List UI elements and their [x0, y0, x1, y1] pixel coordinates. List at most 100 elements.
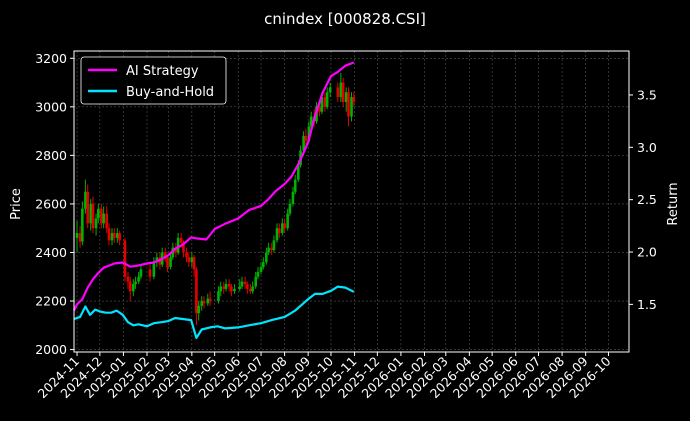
left-y-axis: 2000 2200 2400 2600 2800 3000 3200: [35, 51, 74, 357]
candle-body: [227, 284, 231, 287]
candle-body: [176, 237, 180, 253]
legend-box: [80, 56, 227, 105]
candle-body: [339, 82, 343, 98]
y-tick-label-right: 3.0: [637, 140, 657, 155]
candle-body: [254, 276, 258, 287]
y-tick-label-right: 1.5: [637, 297, 657, 312]
y-tick-label-right: 2.5: [637, 192, 657, 207]
candle-body: [270, 247, 273, 251]
legend-label-buy-and-hold: Buy-and-Hold: [126, 85, 214, 100]
candle: [97, 203, 100, 224]
candle: [291, 186, 295, 207]
candle-body: [251, 286, 254, 292]
candle: [148, 264, 152, 282]
chart-title: cnindex [000828.CSI]: [264, 10, 426, 28]
candle-body: [341, 82, 345, 102]
candle-body: [304, 135, 308, 141]
candle-body: [323, 97, 327, 107]
candle-body: [281, 223, 284, 234]
candle-body: [192, 257, 196, 270]
candle-body: [200, 301, 204, 306]
candle: [128, 276, 132, 302]
candle-body: [102, 213, 105, 224]
candle-body: [320, 97, 324, 112]
candle: [238, 279, 242, 292]
candle: [152, 257, 156, 280]
candle: [259, 262, 263, 275]
candle: [78, 225, 82, 248]
candle-body: [233, 288, 236, 292]
candle-body: [190, 257, 194, 263]
candle-body: [75, 233, 79, 238]
candle-body: [89, 203, 93, 224]
candle-body: [243, 281, 247, 285]
candle-body: [195, 269, 198, 314]
candle-body: [350, 97, 353, 117]
candle-body: [296, 165, 300, 180]
candle-body: [288, 203, 292, 214]
candle: [84, 179, 87, 214]
y-axis-label-right: Return: [666, 182, 681, 225]
candle-body: [148, 269, 152, 277]
candle-body: [256, 271, 260, 277]
candle: [206, 293, 210, 306]
candle: [286, 208, 289, 231]
candle: [176, 233, 180, 255]
candle: [275, 223, 279, 243]
candle-body: [286, 213, 289, 229]
candle-body: [224, 284, 228, 289]
candle-body: [118, 233, 121, 241]
candle: [249, 284, 252, 294]
plot-frame: [73, 50, 630, 353]
candle-body: [166, 257, 169, 268]
candle: [118, 230, 121, 246]
candle-body: [352, 97, 356, 102]
candle: [195, 267, 198, 326]
candle: [293, 174, 297, 195]
candle-body: [179, 237, 183, 243]
candle-body: [208, 298, 212, 302]
candle: [94, 213, 98, 236]
candle: [217, 286, 220, 304]
candle-body: [262, 262, 265, 268]
candle-body: [206, 298, 210, 304]
candle-body: [202, 301, 206, 304]
candle-body: [91, 203, 95, 229]
candle: [137, 271, 140, 285]
candle: [174, 242, 178, 258]
y-tick-label-left: 2400: [35, 245, 67, 260]
candle-body: [238, 286, 242, 289]
candle-body: [107, 228, 111, 241]
y-tick-label-left: 2000: [35, 342, 67, 357]
candle: [344, 87, 348, 112]
candle-body: [123, 240, 127, 277]
legend-label-ai-strategy: AI Strategy: [126, 64, 199, 79]
candle-body: [219, 286, 223, 292]
candle-body: [267, 247, 270, 253]
candle-body: [309, 116, 313, 127]
candle-body: [185, 252, 188, 258]
candle: [91, 196, 95, 234]
candle: [112, 228, 116, 243]
candle-body: [197, 305, 200, 314]
candle-body: [272, 240, 276, 251]
candle: [233, 284, 236, 294]
y-tick-label-left: 2800: [35, 148, 67, 163]
candle: [347, 87, 350, 127]
candle: [166, 254, 169, 272]
candle-body: [155, 257, 159, 263]
candle-body: [187, 257, 191, 263]
candle-body: [325, 92, 329, 107]
candle-body: [100, 208, 103, 224]
candle-body: [139, 269, 143, 277]
y-tick-label-left: 2600: [35, 196, 67, 211]
candle: [224, 279, 228, 292]
candle: [107, 223, 111, 246]
candle: [202, 296, 206, 309]
candle-body: [302, 135, 305, 151]
candle: [281, 218, 284, 236]
candle-body: [112, 233, 116, 238]
candle: [89, 199, 93, 231]
y-tick-label-right: 2.0: [637, 245, 657, 260]
candle: [110, 228, 114, 246]
